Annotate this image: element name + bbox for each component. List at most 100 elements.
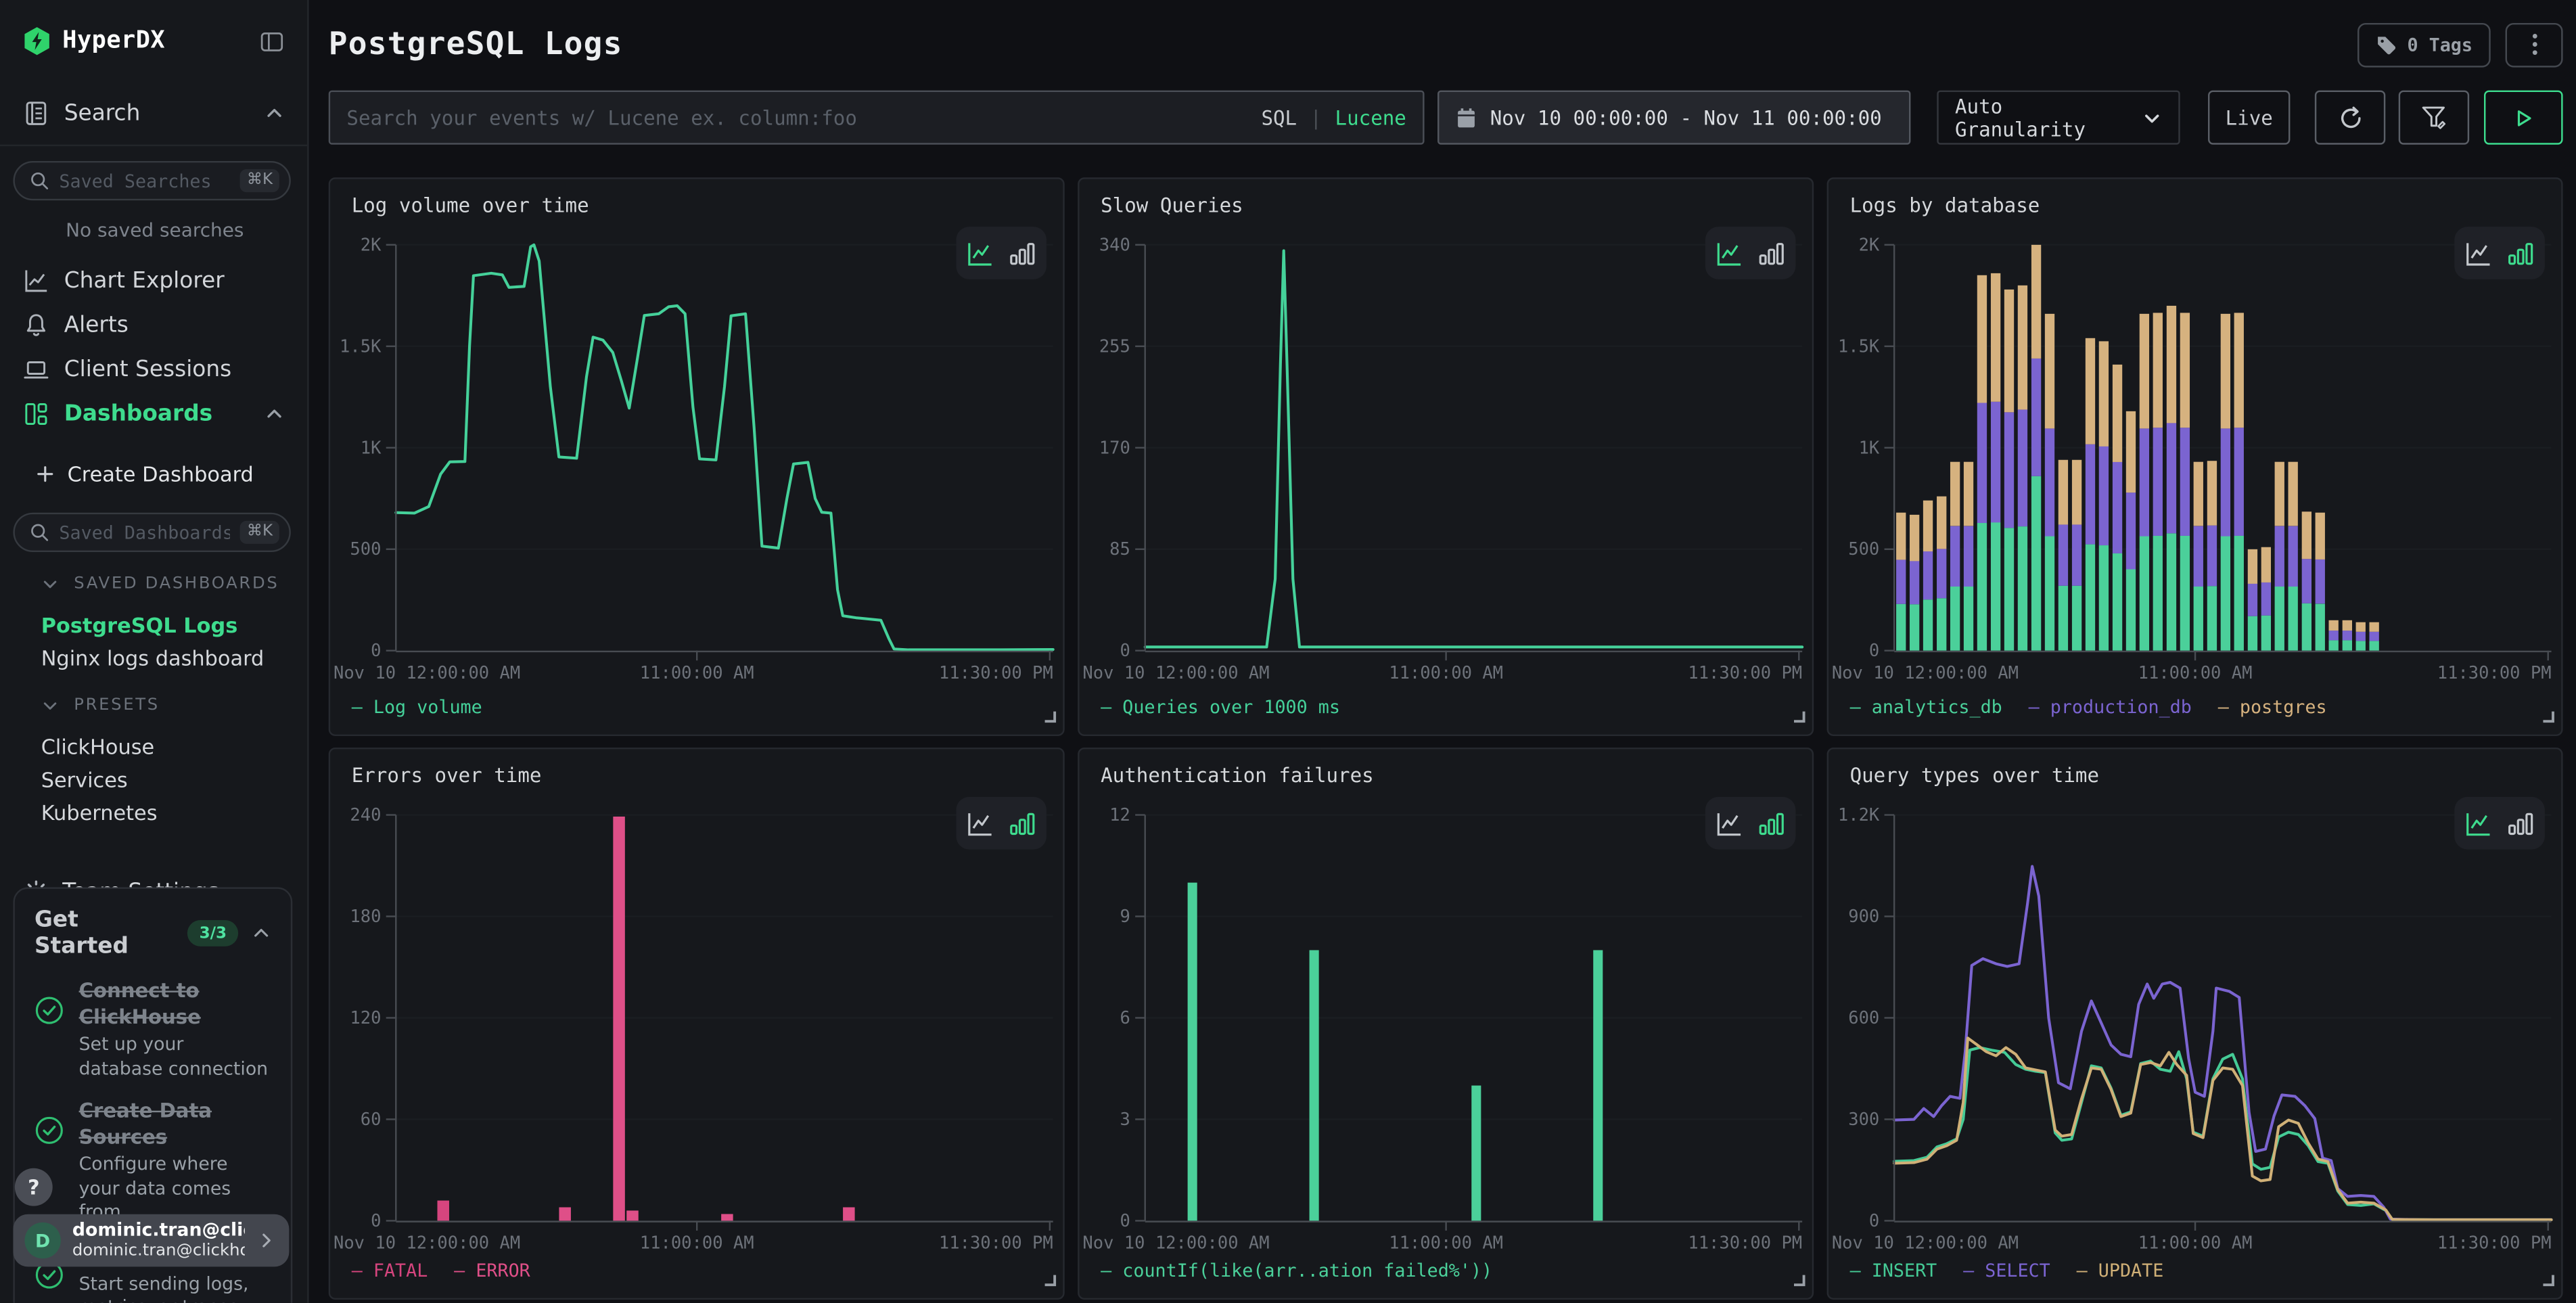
stack-analytics_db	[2085, 544, 2096, 651]
chart-explorer-icon	[23, 267, 49, 294]
legend-item[interactable]: — Queries over 1000 ms	[1101, 696, 1340, 718]
resize-handle-icon[interactable]	[1043, 698, 1057, 729]
query-language-toggle: SQL | Lucene	[1261, 106, 1406, 129]
resize-handle-icon[interactable]	[2542, 698, 2554, 729]
sidebar-item-client-sessions[interactable]: Client Sessions	[0, 346, 307, 391]
event-search-input[interactable]	[346, 106, 1262, 129]
line-view-button[interactable]	[1715, 809, 1743, 837]
line-view-button[interactable]	[966, 809, 994, 837]
resize-handle-icon[interactable]	[1793, 1262, 1806, 1293]
tags-button[interactable]: 0 Tags	[2358, 22, 2491, 67]
refresh-button[interactable]	[2314, 90, 2386, 145]
sidebar-item-chart-explorer[interactable]: Chart Explorer	[0, 258, 307, 302]
granularity-select[interactable]: Auto Granularity	[1937, 90, 2180, 145]
bar-ERROR	[721, 1214, 733, 1221]
svg-text:600: 600	[1848, 1008, 1879, 1028]
filter-edit-icon	[2422, 106, 2446, 129]
legend-item[interactable]: — INSERT	[1849, 1260, 1937, 1282]
run-query-button[interactable]	[2483, 90, 2563, 145]
chevron-up-icon[interactable]	[264, 104, 284, 123]
create-dashboard-button[interactable]: Create Dashboard	[0, 455, 307, 491]
legend-item[interactable]: — production_db	[2028, 696, 2192, 718]
more-options-button[interactable]	[2505, 22, 2563, 67]
bar-view-button[interactable]	[2507, 239, 2535, 267]
svg-text:180: 180	[350, 907, 381, 927]
filter-button[interactable]	[2398, 90, 2470, 145]
resize-handle-icon[interactable]	[1793, 698, 1806, 729]
dashboard-link-nginx-logs[interactable]: Nginx logs dashboard	[0, 641, 307, 674]
lucene-toggle[interactable]: Lucene	[1335, 106, 1406, 129]
get-started-header[interactable]: Get Started 3/3	[34, 907, 271, 960]
stack-analytics_db	[2328, 640, 2339, 651]
legend-item[interactable]: — SELECT	[1963, 1260, 2050, 1282]
section-title: SAVED DASHBOARDS	[74, 574, 279, 593]
get-started-title: Get Started	[34, 907, 129, 960]
sidebar: HyperDX Search ⌘K No saved searches	[0, 0, 309, 1303]
legend-item[interactable]: — postgres	[2217, 696, 2327, 718]
help-button[interactable]: ?	[14, 1168, 53, 1206]
search-icon	[31, 524, 49, 541]
stack-analytics_db	[2166, 533, 2177, 651]
chevron-down-icon	[2145, 114, 2159, 122]
line-view-button[interactable]	[1715, 239, 1743, 267]
resize-handle-icon[interactable]	[2542, 1262, 2554, 1293]
no-saved-searches-text: No saved searches	[66, 218, 244, 242]
legend-item[interactable]: — analytics_db	[1849, 696, 2002, 718]
line-view-button[interactable]	[2464, 809, 2492, 837]
saved-dashboards-input[interactable]: ⌘K	[13, 512, 291, 552]
chevron-up-icon[interactable]	[252, 923, 271, 943]
live-button[interactable]: Live	[2207, 90, 2291, 145]
get-started-step[interactable]: Create Data Sources Configure where your…	[34, 1099, 271, 1225]
stack-postgres	[2125, 411, 2136, 493]
saved-searches-input[interactable]: ⌘K	[13, 160, 291, 201]
stack-production_db	[1950, 526, 1960, 587]
time-range-picker[interactable]: Nov 10 00:00:00 - Nov 11 00:00:00	[1437, 90, 1911, 145]
legend-item[interactable]: — countIf(like(arr..ation failed%'))	[1101, 1260, 1493, 1282]
user-menu[interactable]: D dominic.tran@clic... dominic.tran@clic…	[13, 1214, 290, 1267]
line-view-button[interactable]	[966, 239, 994, 267]
legend-item[interactable]: — UPDATE	[2076, 1260, 2164, 1282]
stack-postgres	[2044, 313, 2055, 429]
get-started-step[interactable]: Connect to ClickHouse Set up your databa…	[34, 979, 271, 1081]
line-view-button[interactable]	[2464, 239, 2492, 267]
legend-item[interactable]: — ERROR	[454, 1260, 530, 1282]
chart-title: Slow Queries	[1101, 193, 1243, 217]
calendar-icon	[1458, 107, 1475, 127]
dashboard-link-postgresql-logs[interactable]: PostgreSQL Logs	[0, 608, 307, 641]
bar-view-button[interactable]	[1758, 809, 1786, 837]
stack-analytics_db	[2274, 586, 2284, 651]
stack-production_db	[1896, 559, 1906, 604]
saved-dashboards-field[interactable]	[59, 522, 231, 543]
stack-postgres	[2261, 547, 2272, 582]
chevron-up-icon[interactable]	[264, 403, 284, 423]
section-saved-dashboards[interactable]: SAVED DASHBOARDS	[0, 570, 307, 597]
sidebar-item-label: Dashboards	[64, 400, 213, 427]
stack-production_db	[2004, 412, 2015, 528]
stack-production_db	[2112, 461, 2123, 553]
bar-view-button[interactable]	[1758, 239, 1786, 267]
sidebar-item-alerts[interactable]: Alerts	[0, 302, 307, 347]
event-search-box[interactable]: SQL | Lucene	[328, 90, 1425, 145]
bar-view-button[interactable]	[1009, 809, 1036, 837]
stack-postgres	[2355, 622, 2366, 632]
section-presets[interactable]: PRESETS	[0, 691, 307, 718]
preset-link-kubernetes[interactable]: Kubernetes	[0, 795, 307, 828]
resize-handle-icon[interactable]	[1043, 1262, 1057, 1293]
sql-toggle[interactable]: SQL	[1261, 106, 1297, 129]
stack-analytics_db	[1896, 603, 1906, 651]
legend-item[interactable]: — FATAL	[351, 1260, 428, 1282]
bar-view-button[interactable]	[1009, 239, 1036, 267]
stack-analytics_db	[2342, 640, 2352, 651]
sidebar-item-dashboards[interactable]: Dashboards	[0, 391, 307, 436]
svg-text:Nov 10 12:00:00 AM: Nov 10 12:00:00 AM	[1832, 663, 2019, 683]
preset-link-services[interactable]: Services	[0, 762, 307, 796]
chart-title: Authentication failures	[1101, 764, 1374, 787]
sidebar-collapse-icon[interactable]	[260, 28, 284, 53]
preset-link-clickhouse[interactable]: ClickHouse	[0, 729, 307, 762]
sidebar-item-search[interactable]: Search	[0, 82, 307, 144]
stack-analytics_db	[2153, 535, 2163, 651]
saved-searches-field[interactable]	[59, 170, 231, 191]
bar-view-button[interactable]	[2507, 809, 2535, 837]
svg-text:1K: 1K	[361, 438, 382, 458]
legend-item[interactable]: — Log volume	[351, 696, 482, 718]
